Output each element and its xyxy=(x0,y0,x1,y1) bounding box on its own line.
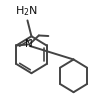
Text: H$_2$N: H$_2$N xyxy=(15,4,38,18)
Text: N: N xyxy=(25,39,33,49)
